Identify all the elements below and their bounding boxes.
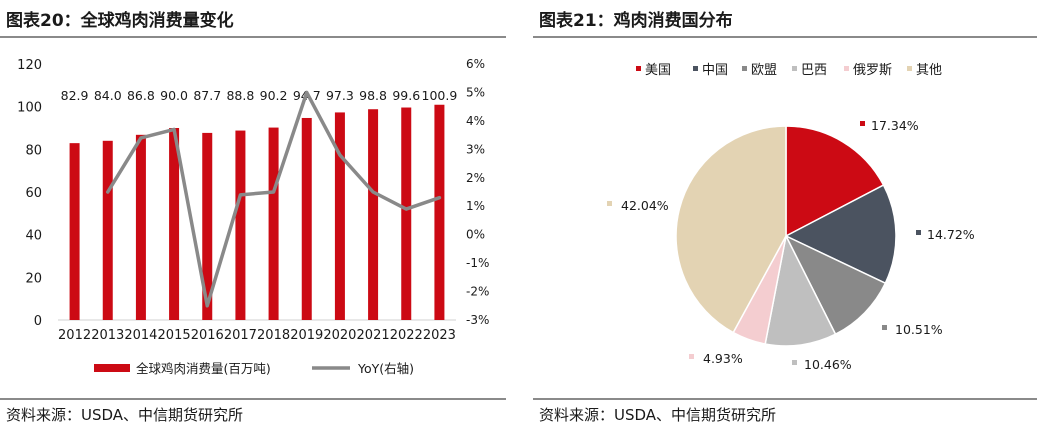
x-axis-tick-label: 2014 <box>124 328 157 343</box>
bar-data-label: 84.0 <box>94 88 122 103</box>
left-axis-tick-label: 60 <box>25 186 42 201</box>
x-axis-tick-label: 2017 <box>224 328 257 343</box>
legend-marker <box>693 66 698 71</box>
left-source-note: 资料来源：USDA、中信期货研究所 <box>6 406 244 424</box>
distribution-chart-panel: 图表21：鸡肉消费国分布 17.34% 14.72% 10.51% 10.46% 4.9… <box>533 0 1037 427</box>
legend-marker <box>907 66 912 71</box>
x-axis-tick-label: 2018 <box>257 328 290 343</box>
bar-2021 <box>368 109 379 320</box>
x-axis-tick-label: 2020 <box>323 328 356 343</box>
pie-slice-0 <box>785 125 885 238</box>
bar-data-label: 87.7 <box>193 88 221 103</box>
pie-slice-5 <box>675 125 787 334</box>
x-axis-tick-label: 2013 <box>91 328 124 343</box>
pie-data-label: 10.46% <box>804 357 852 372</box>
right-axis-tick-label: 5% <box>466 85 485 99</box>
legend-swatch-consumption <box>94 364 130 372</box>
left-chart-title: 图表20：全球鸡肉消费量变化 <box>6 11 234 31</box>
legend-label: 巴西 <box>801 63 827 78</box>
left-axis-tick-label: 120 <box>17 58 42 73</box>
right-axis-tick-label: -1% <box>466 256 489 270</box>
bar-2017 <box>235 130 246 320</box>
pie-label-marker <box>882 325 887 330</box>
bar-2023 <box>434 104 445 320</box>
left-axis-tick-label: 20 <box>25 271 42 286</box>
x-axis-tick-label: 2015 <box>158 328 191 343</box>
legend-marker <box>742 66 747 71</box>
left-source-rule <box>0 398 506 400</box>
bar-data-label: 82.9 <box>61 88 89 103</box>
left-axis-tick-label: 80 <box>25 143 42 158</box>
pie-data-label: 10.51% <box>895 322 943 337</box>
pie-label-marker <box>689 354 694 359</box>
pie-label-marker <box>792 360 797 365</box>
legend-marker <box>636 66 641 71</box>
yoy-line <box>106 90 442 308</box>
bar-2020 <box>334 112 345 320</box>
bar-2019 <box>301 117 312 321</box>
legend-label-consumption: 全球鸡肉消费量(百万吨) <box>136 361 271 376</box>
legend-label-yoy: YoY(右轴) <box>357 361 414 376</box>
consumption-chart-panel: 图表20：全球鸡肉消费量变化 0 20 40 60 80 100 120 -3% -2% -1% 0… <box>0 0 506 427</box>
bar-line-chart: 0 20 40 60 80 100 120 -3% -2% -1% 0% 1% 2% 3% 4% 5% 6% 82… <box>17 57 489 376</box>
right-axis-tick-label: 6% <box>466 57 485 71</box>
legend-marker <box>792 66 797 71</box>
right-chart-title: 图表21：鸡肉消费国分布 <box>539 11 733 31</box>
pie-label-marker <box>916 230 921 235</box>
pie-data-label: 17.34% <box>871 118 919 133</box>
bar-2012 <box>69 143 80 320</box>
pie-data-label: 4.93% <box>703 351 743 366</box>
bar-2014 <box>135 134 146 320</box>
right-axis-tick-label: 2% <box>466 171 485 185</box>
legend-label: 中国 <box>702 63 728 78</box>
bar-2013 <box>102 140 113 320</box>
pie-chart: 17.34% 14.72% 10.51% 10.46% 4.93% 42.04% 美国 中国 欧… <box>607 63 975 372</box>
right-source-note: 资料来源：USDA、中信期货研究所 <box>539 406 777 424</box>
right-axis-tick-label: -2% <box>466 285 489 299</box>
legend-label: 美国 <box>645 63 671 78</box>
right-title-rule <box>533 36 1037 38</box>
bar-data-label: 97.3 <box>326 88 354 103</box>
pie-label-marker <box>860 121 865 126</box>
pie-data-label: 42.04% <box>621 198 669 213</box>
x-axis-tick-label: 2023 <box>423 328 456 343</box>
bar-data-label: 98.8 <box>359 88 387 103</box>
right-axis-tick-label: 0% <box>466 228 485 242</box>
left-axis-tick-label: 0 <box>34 314 42 329</box>
pie-data-label: 14.72% <box>927 227 975 242</box>
left-axis-tick-label: 100 <box>17 101 42 116</box>
pie-slice-3 <box>764 233 837 347</box>
bar-2018 <box>268 127 279 320</box>
right-axis-tick-label: 1% <box>466 199 485 213</box>
left-axis-tick-label: 40 <box>25 229 42 244</box>
bar-data-label: 88.8 <box>226 88 254 103</box>
bar-data-label: 86.8 <box>127 88 155 103</box>
right-source-rule <box>533 398 1037 400</box>
legend-marker <box>844 66 849 71</box>
x-axis-tick-label: 2012 <box>58 328 91 343</box>
right-axis-tick-label: 4% <box>466 114 485 128</box>
legend-label: 其他 <box>916 63 942 78</box>
bar-data-label: 100.9 <box>422 88 458 103</box>
right-axis-tick-label: -3% <box>466 313 489 327</box>
bar-data-label: 90.2 <box>260 88 288 103</box>
x-axis-tick-label: 2022 <box>390 328 423 343</box>
bar-data-label: 90.0 <box>160 88 188 103</box>
bar-2022 <box>401 107 412 321</box>
bar-2016 <box>202 132 213 320</box>
pie-slice-1 <box>784 184 897 285</box>
pie-label-marker <box>607 201 612 206</box>
right-axis-tick-label: 3% <box>466 142 485 156</box>
pie-slice-2 <box>784 234 887 336</box>
bar-data-label: 99.6 <box>392 88 420 103</box>
left-title-rule <box>0 36 506 38</box>
legend-label: 欧盟 <box>751 63 777 78</box>
legend-label: 俄罗斯 <box>853 63 892 78</box>
x-axis-tick-label: 2019 <box>290 328 323 343</box>
bar-2015 <box>169 128 180 320</box>
x-axis-tick-label: 2016 <box>191 328 224 343</box>
x-axis-tick-label: 2021 <box>357 328 390 343</box>
